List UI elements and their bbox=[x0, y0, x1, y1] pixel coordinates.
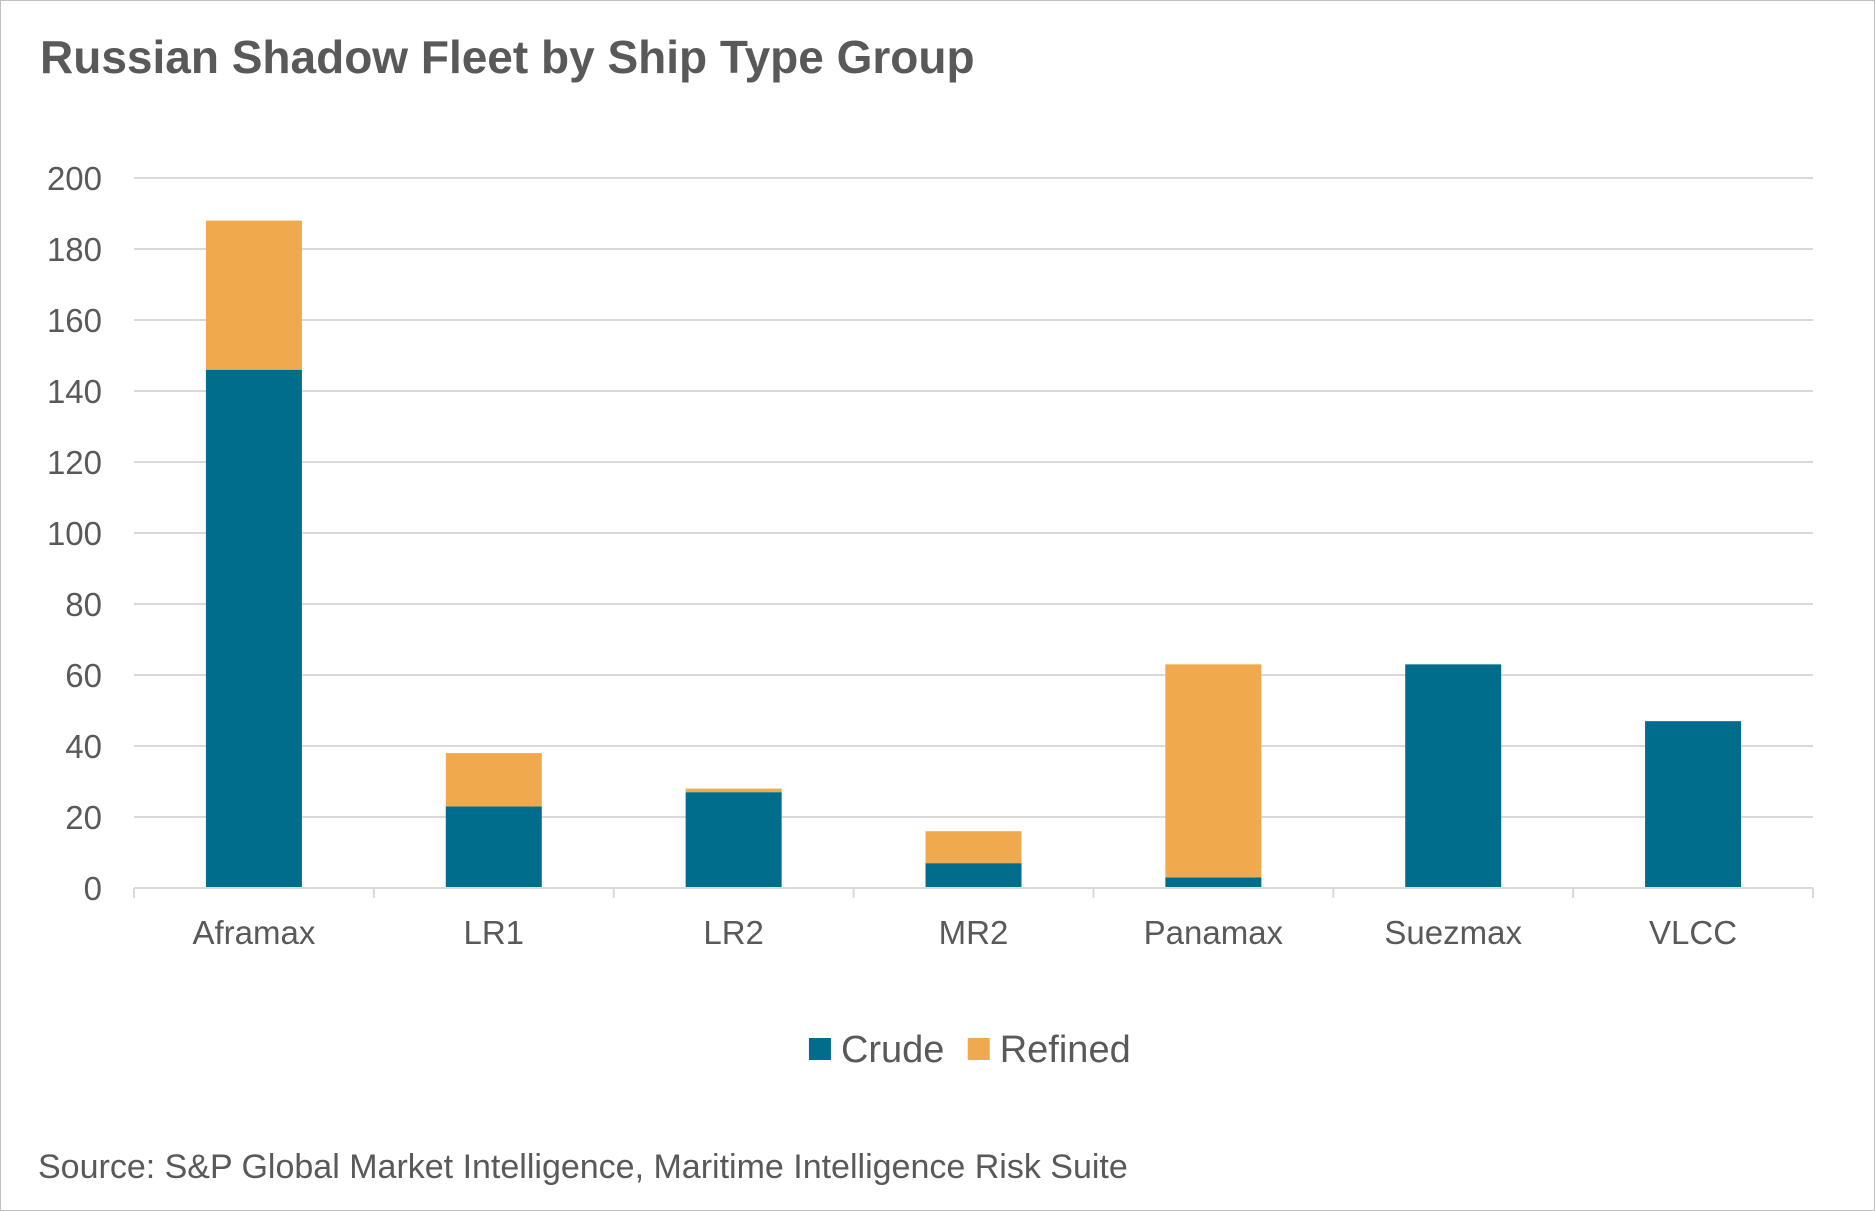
y-tick-label: 140 bbox=[47, 373, 102, 410]
bar-crude-lr1 bbox=[445, 806, 542, 888]
x-tick-label: Panamax bbox=[1144, 914, 1284, 951]
bar-refined-aframax bbox=[205, 220, 302, 370]
y-tick-label: 120 bbox=[47, 444, 102, 481]
legend-swatch-refined bbox=[967, 1038, 990, 1060]
y-tick-label: 60 bbox=[65, 657, 102, 694]
y-tick-label: 20 bbox=[65, 799, 102, 836]
x-tick-label: Suezmax bbox=[1384, 914, 1522, 951]
source-note: Source: S&P Global Market Intelligence, … bbox=[38, 1148, 1128, 1186]
y-tick-label: 80 bbox=[65, 586, 102, 623]
y-tick-label: 0 bbox=[84, 870, 102, 907]
bar-refined-lr2 bbox=[685, 788, 782, 793]
bar-crude-vlcc bbox=[1645, 721, 1742, 888]
x-tick-label: VLCC bbox=[1649, 914, 1737, 951]
y-tick-label: 40 bbox=[65, 728, 102, 765]
y-tick-label: 200 bbox=[47, 160, 102, 197]
bar-crude-lr2 bbox=[685, 792, 782, 888]
legend-swatch-crude bbox=[808, 1038, 831, 1060]
legend: Crude Refined bbox=[808, 1029, 1131, 1071]
x-tick-label: LR1 bbox=[464, 914, 525, 951]
bar-series bbox=[205, 220, 1742, 888]
bar-refined-mr2 bbox=[925, 831, 1022, 864]
legend-label-crude: Crude bbox=[841, 1029, 945, 1071]
bar-refined-panamax bbox=[1165, 664, 1262, 878]
y-tick-label: 100 bbox=[47, 515, 102, 552]
x-axis: Aframax LR1 LR2 MR2 Panamax Suezmax VLCC bbox=[133, 887, 1814, 951]
x-tick-label: LR2 bbox=[703, 914, 764, 951]
y-axis: 0 20 40 60 80 100 120 140 160 180 200 bbox=[47, 160, 102, 907]
x-tick-label: Aframax bbox=[192, 914, 315, 951]
bar-crude-suezmax bbox=[1405, 664, 1502, 888]
chart-title: Russian Shadow Fleet by Ship Type Group bbox=[40, 31, 975, 83]
y-tick-label: 180 bbox=[47, 231, 102, 268]
x-tick-label: MR2 bbox=[939, 914, 1009, 951]
legend-label-refined: Refined bbox=[1000, 1029, 1131, 1071]
grid-lines bbox=[134, 177, 1813, 818]
y-tick-label: 160 bbox=[47, 302, 102, 339]
bar-crude-panamax bbox=[1165, 877, 1262, 888]
bar-refined-lr1 bbox=[445, 753, 542, 807]
bar-crude-mr2 bbox=[925, 863, 1022, 888]
bar-crude-aframax bbox=[205, 369, 302, 888]
